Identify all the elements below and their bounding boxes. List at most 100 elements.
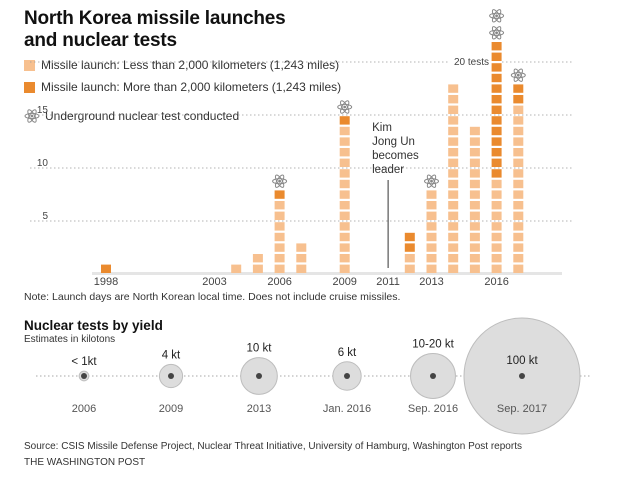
yield-label: 4 kt — [162, 349, 181, 361]
yield-test-date: 2013 — [247, 403, 271, 415]
bar-block — [274, 190, 285, 199]
source-note: Source: CSIS Missile Defense Project, Nu… — [24, 441, 522, 452]
bar-block — [448, 232, 459, 242]
tick-label-bg — [450, 55, 500, 67]
atom-nucleus — [343, 105, 347, 109]
bar-block — [426, 264, 437, 273]
bar-block — [339, 264, 350, 273]
x-tick-label: 2013 — [419, 276, 443, 288]
bar-block — [491, 264, 502, 273]
bar-block — [296, 243, 307, 252]
bar-block — [491, 232, 502, 242]
bar-block — [513, 126, 524, 136]
yield-center-dot — [81, 373, 87, 379]
bar-block — [339, 126, 350, 136]
bar-block — [491, 73, 502, 83]
annotation-text: leader — [372, 164, 404, 176]
bar-block — [491, 201, 502, 210]
bar-block — [491, 63, 502, 72]
bar-block — [513, 264, 524, 273]
bar-block — [339, 158, 350, 167]
bar-block — [469, 201, 480, 210]
bar-block — [274, 222, 285, 231]
bar-block — [513, 243, 524, 252]
legend-swatch-short-range — [24, 59, 35, 71]
bar-block — [513, 137, 524, 146]
bar-block — [513, 201, 524, 210]
bar-block — [252, 254, 263, 263]
yield-label: 6 kt — [338, 347, 357, 359]
legend-label-nuclear-test: Underground nuclear test conducted — [45, 109, 240, 123]
atom-orbit — [340, 100, 350, 114]
bar-block — [231, 264, 242, 273]
nuclear-test-atom-icon — [272, 174, 288, 188]
yield-center-dot — [256, 373, 262, 379]
legend-item-short-range: Missile launch: Less than 2,000 kilomete… — [24, 58, 339, 72]
atom-orbit — [274, 174, 285, 188]
bar-block — [274, 211, 285, 220]
yield-label: < 1kt — [71, 356, 97, 368]
atom-icon — [24, 109, 40, 123]
yield-label: 100 kt — [506, 355, 538, 367]
bar-block — [491, 211, 502, 220]
bar-block — [426, 222, 437, 231]
bar-block — [339, 190, 350, 199]
bar-block — [469, 126, 480, 136]
x-tick-label: 1998 — [94, 276, 118, 288]
atom-nucleus — [495, 31, 498, 35]
bar-block — [274, 264, 285, 273]
bar-block — [404, 254, 415, 263]
legend-label-long-range: Missile launch: More than 2,000 kilomete… — [41, 80, 342, 94]
bar-block — [513, 232, 524, 242]
bar-block — [339, 232, 350, 242]
yield-chart-subtitle: Estimates in kilotons — [24, 334, 116, 345]
bar-block — [426, 190, 437, 199]
bar-block — [513, 222, 524, 231]
bar-block — [469, 179, 480, 189]
bar-block — [491, 148, 502, 157]
credit-line: THE WASHINGTON POST — [24, 457, 146, 468]
yield-test-date: 2009 — [159, 403, 183, 415]
bar-block — [469, 190, 480, 199]
bar-block — [426, 201, 437, 210]
bar-block — [101, 264, 111, 273]
bar-block — [339, 254, 350, 263]
chart-note: Note: Launch days are North Korean local… — [24, 291, 401, 303]
atom-orbit — [510, 72, 526, 79]
x-tick-label: 2003 — [202, 276, 226, 288]
yield-test-date: Jan. 2016 — [323, 403, 371, 415]
atom-orbit — [426, 174, 437, 188]
bar-block — [426, 211, 437, 220]
atom-orbit — [491, 26, 502, 40]
chart-title-line-1: North Korea missile launches — [24, 8, 286, 29]
bar-block — [274, 201, 285, 210]
atom-orbit — [274, 174, 285, 188]
bar-block — [491, 52, 502, 61]
annotation-text: Kim — [372, 122, 392, 134]
x-tick-label: 2016 — [484, 276, 508, 288]
yield-label: 10 kt — [247, 343, 273, 355]
bar-block — [513, 254, 524, 263]
bar-block — [339, 116, 350, 125]
bar-block — [469, 222, 480, 231]
bar-block — [513, 190, 524, 199]
bar-block — [469, 211, 480, 220]
atom-orbit — [272, 178, 288, 185]
yield-test-date: 2006 — [72, 403, 96, 415]
yield-test-date: Sep. 2017 — [497, 403, 547, 415]
atom-nucleus — [495, 14, 498, 18]
yield-chart-title: Nuclear tests by yield — [24, 318, 163, 333]
chart-title: North Korea missile launches and nuclear… — [24, 8, 286, 52]
bar-block — [491, 254, 502, 263]
bar-block — [448, 84, 459, 93]
bar-block — [491, 179, 502, 189]
legend-swatch-long-range — [24, 81, 35, 93]
nuclear-test-atom-icon — [424, 174, 439, 188]
bar-block — [491, 42, 502, 51]
bar-block — [448, 254, 459, 263]
bar-block — [469, 264, 480, 273]
atom-nucleus — [516, 73, 520, 77]
bar-block — [491, 84, 502, 93]
bar-block — [339, 222, 350, 231]
bar-block — [469, 243, 480, 252]
